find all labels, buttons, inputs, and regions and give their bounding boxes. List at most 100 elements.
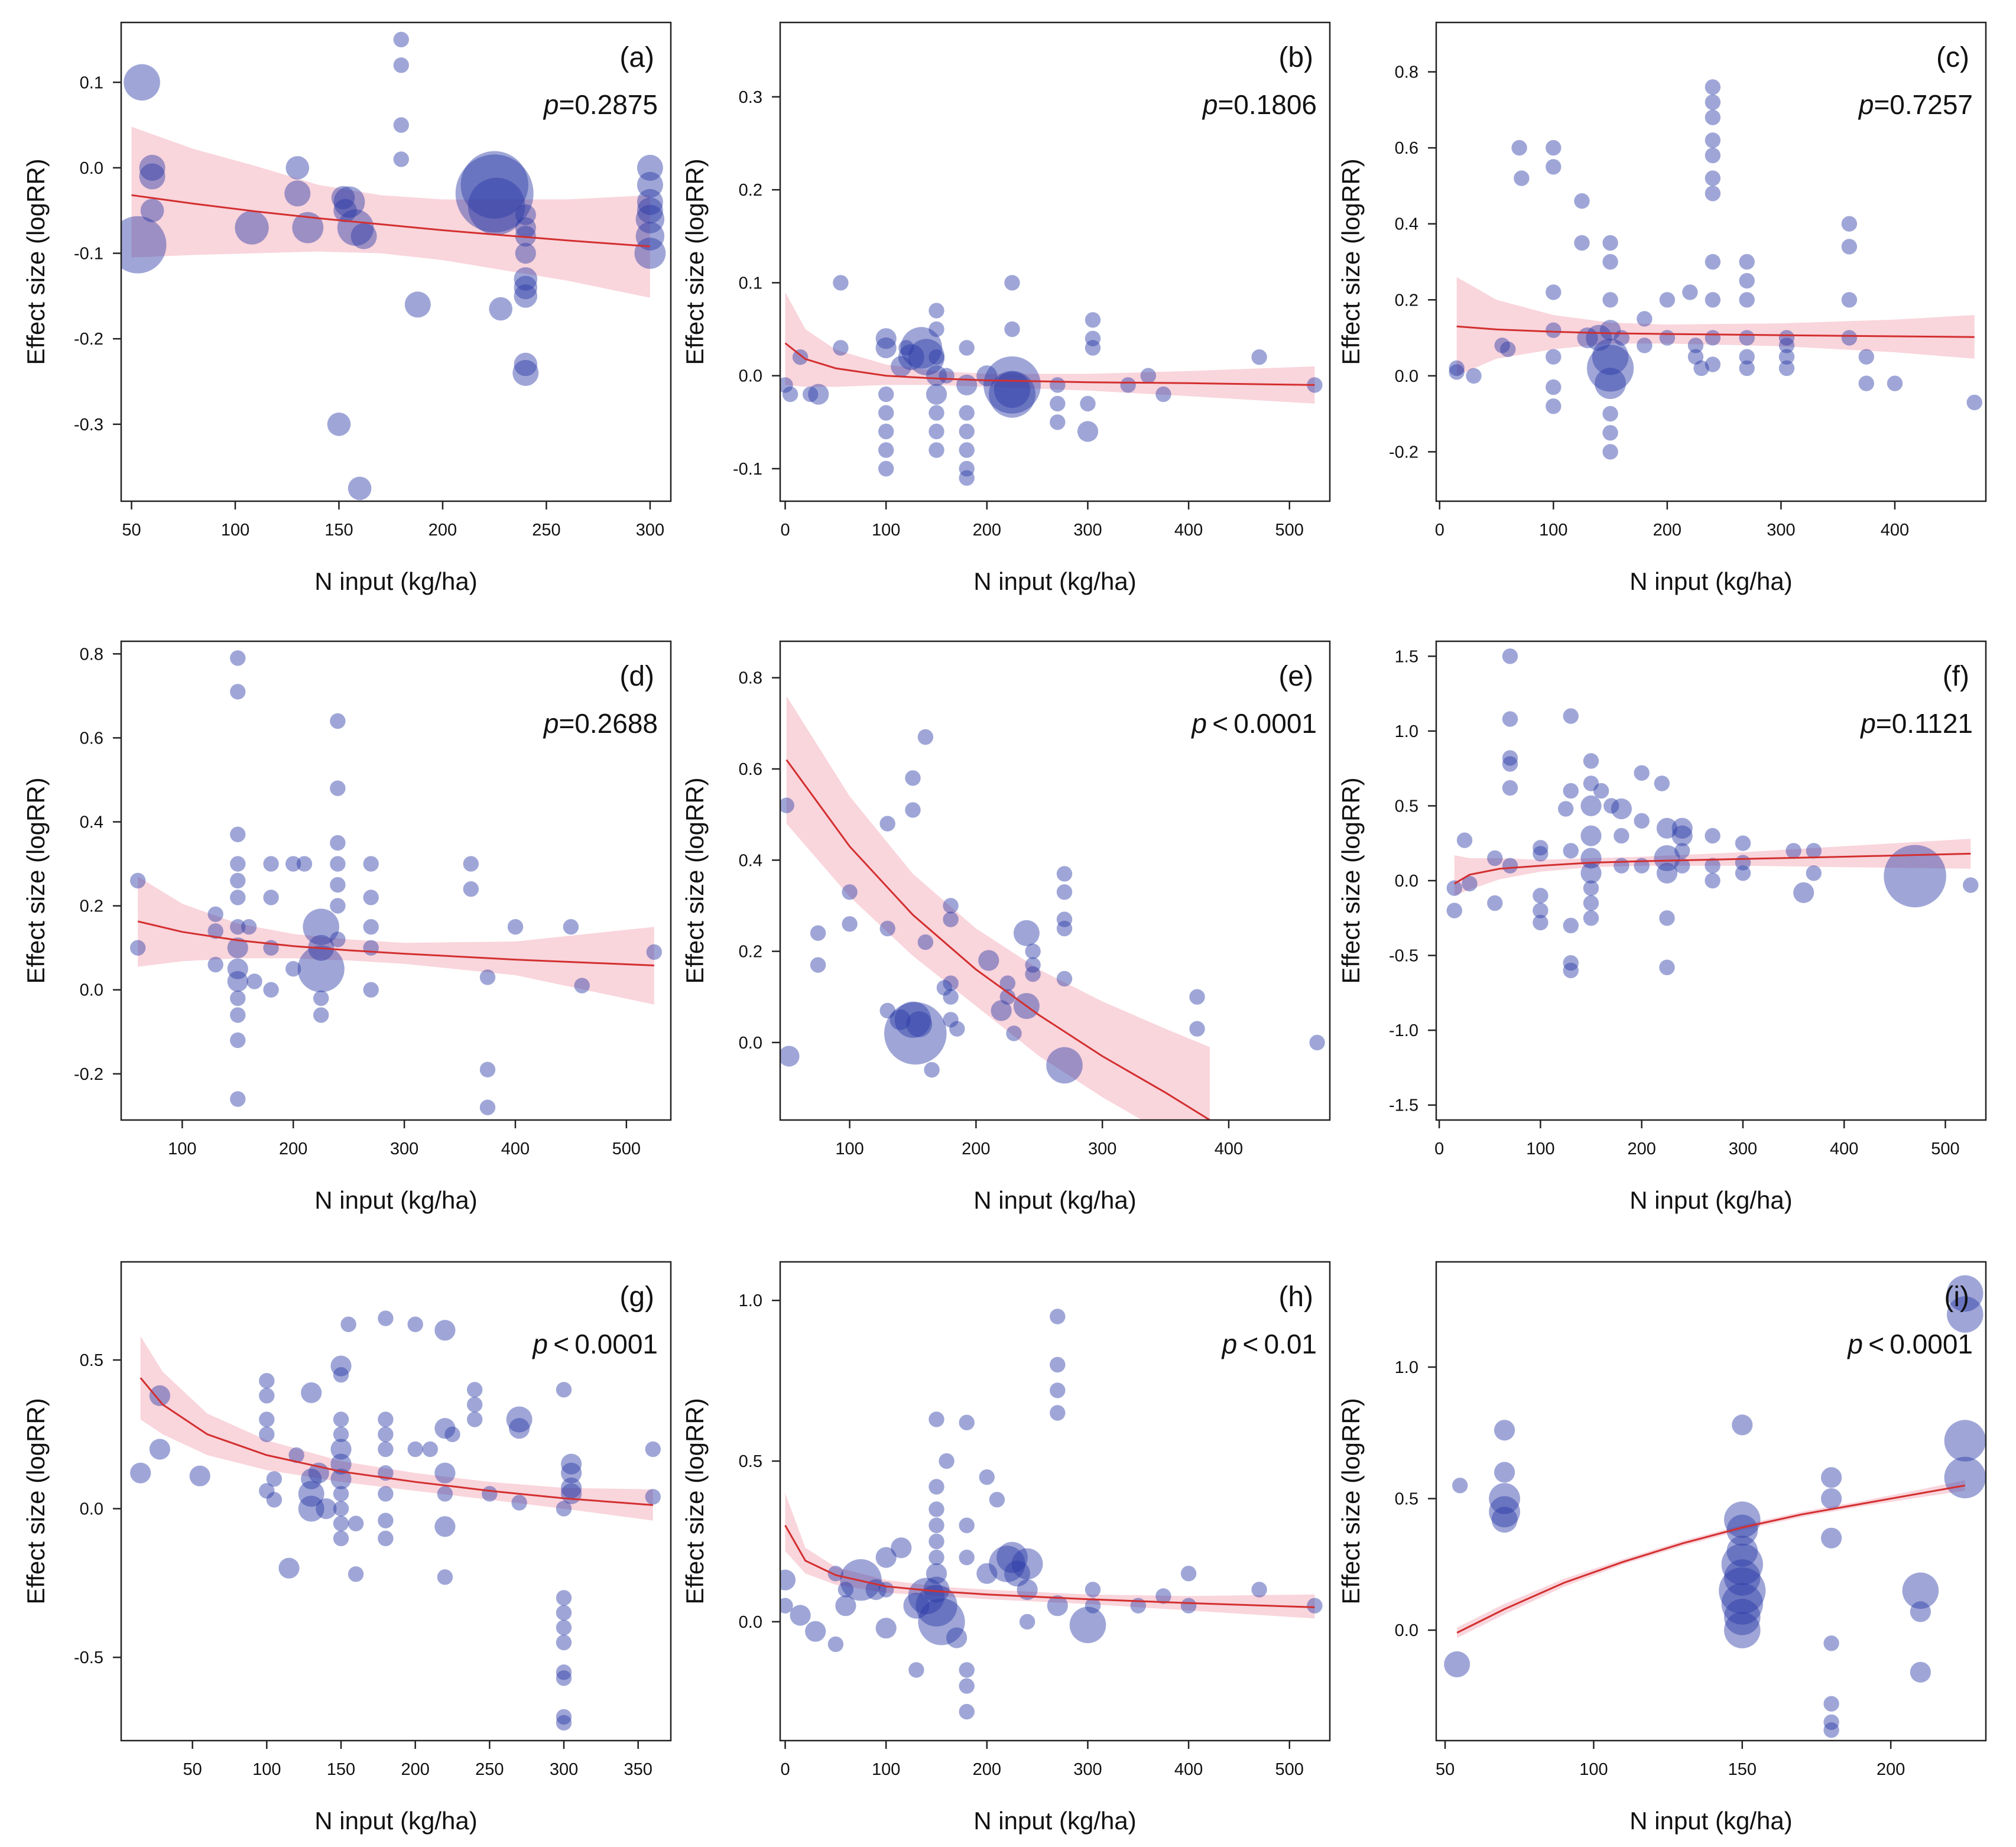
data-point bbox=[803, 386, 819, 402]
x-tick-label: 500 bbox=[612, 1140, 641, 1158]
data-point bbox=[959, 1662, 975, 1678]
y-tick-label: 0.2 bbox=[80, 897, 103, 916]
p-symbol: p bbox=[1846, 1329, 1863, 1359]
confidence-band bbox=[1456, 277, 1975, 376]
data-point bbox=[230, 1032, 246, 1049]
data-point bbox=[979, 1469, 995, 1485]
data-point bbox=[330, 898, 346, 914]
data-point bbox=[1502, 780, 1518, 796]
y-axis-title: Effect size (logRR) bbox=[1337, 777, 1365, 983]
data-point bbox=[1778, 349, 1795, 365]
x-tick-label: 100 bbox=[1526, 1140, 1554, 1158]
data-point bbox=[130, 872, 146, 889]
data-point bbox=[506, 1406, 533, 1433]
data-point bbox=[842, 916, 858, 932]
data-point bbox=[1721, 1583, 1763, 1625]
data-point bbox=[330, 780, 346, 796]
x-tick-label: 150 bbox=[327, 1760, 355, 1779]
data-point bbox=[556, 1619, 572, 1635]
data-point bbox=[455, 154, 534, 233]
data-point bbox=[259, 1426, 275, 1442]
data-point bbox=[1841, 239, 1858, 255]
data-point bbox=[943, 1012, 959, 1028]
data-point bbox=[348, 1515, 364, 1531]
y-tick-label: 0.4 bbox=[1395, 215, 1418, 234]
y-tick-label: 0.0 bbox=[80, 1500, 103, 1519]
data-point bbox=[926, 384, 947, 405]
data-point bbox=[936, 980, 953, 996]
data-point bbox=[929, 1501, 944, 1517]
data-point bbox=[810, 957, 826, 973]
data-point bbox=[330, 1453, 352, 1475]
fit-line bbox=[139, 1377, 653, 1506]
data-point bbox=[378, 1411, 394, 1427]
panel-label: (a) bbox=[619, 42, 654, 73]
data-point bbox=[926, 1563, 947, 1584]
data-point bbox=[1533, 903, 1548, 918]
data-point bbox=[139, 163, 165, 190]
y-tick-label: 0.0 bbox=[739, 1613, 762, 1632]
data-point bbox=[1583, 910, 1599, 926]
data-point bbox=[959, 460, 975, 477]
data-point bbox=[393, 117, 409, 133]
data-point bbox=[331, 186, 355, 210]
data-point bbox=[1884, 845, 1946, 908]
data-point bbox=[437, 1486, 453, 1502]
data-point bbox=[230, 1091, 246, 1107]
data-point bbox=[1583, 880, 1599, 896]
data-point bbox=[130, 940, 146, 956]
confidence-band bbox=[140, 1336, 653, 1521]
data-point bbox=[978, 950, 999, 971]
y-axis-title: Effect size (logRR) bbox=[22, 777, 50, 983]
data-point bbox=[1502, 711, 1518, 727]
plot-area bbox=[1446, 648, 1979, 979]
data-point bbox=[1494, 1420, 1515, 1441]
data-point bbox=[833, 275, 849, 291]
fit-line bbox=[1456, 325, 1975, 338]
data-point bbox=[467, 1382, 483, 1398]
data-point bbox=[207, 956, 223, 973]
data-point bbox=[894, 1001, 931, 1038]
data-point bbox=[1739, 360, 1755, 376]
data-point bbox=[556, 1634, 572, 1651]
x-tick-label: 300 bbox=[1073, 1760, 1102, 1779]
data-point bbox=[1595, 368, 1627, 400]
x-tick-label: 100 bbox=[835, 1140, 863, 1158]
plot-area bbox=[780, 696, 1325, 1120]
panel-label: (i) bbox=[1944, 1281, 1969, 1313]
data-point bbox=[298, 1481, 324, 1507]
y-tick-label: -1.0 bbox=[1389, 1021, 1418, 1040]
data-point bbox=[996, 1541, 1028, 1573]
x-axis-title: N input (kg/ha) bbox=[314, 567, 477, 595]
p-value-text: < 0.0001 bbox=[1863, 1329, 1973, 1359]
data-point bbox=[561, 1462, 582, 1484]
data-point bbox=[1603, 798, 1619, 814]
panel-label: (g) bbox=[619, 1281, 654, 1313]
data-point bbox=[1602, 235, 1618, 251]
data-point bbox=[1705, 356, 1721, 372]
confidence-band bbox=[138, 876, 654, 1005]
data-point bbox=[1487, 895, 1503, 911]
y-tick-label: 0.4 bbox=[739, 851, 762, 870]
data-point bbox=[959, 470, 975, 486]
data-point bbox=[988, 371, 1036, 418]
p-value-text: =0.2875 bbox=[559, 89, 658, 120]
panel-d: 100 200 300 400 500 -0.2 0.0 0.2 0.4 0.6 0.8 N inpu… bbox=[22, 640, 672, 1214]
data-point bbox=[574, 978, 590, 994]
data-point bbox=[1446, 903, 1462, 918]
p-symbol: p bbox=[1221, 1329, 1238, 1359]
x-tick-label: 200 bbox=[401, 1760, 429, 1779]
p-symbol: p bbox=[1202, 89, 1218, 120]
data-point bbox=[1739, 349, 1755, 365]
data-point bbox=[1155, 386, 1171, 402]
data-point bbox=[1085, 1582, 1101, 1598]
data-point bbox=[1944, 1420, 1986, 1462]
fit-line bbox=[784, 342, 1315, 386]
confidence-band bbox=[1454, 839, 1971, 896]
data-point bbox=[929, 1533, 944, 1550]
y-tick-label: 1.0 bbox=[739, 1291, 762, 1310]
data-point bbox=[121, 216, 167, 274]
data-point bbox=[1785, 843, 1801, 859]
x-tick-label: 100 bbox=[872, 1760, 900, 1779]
